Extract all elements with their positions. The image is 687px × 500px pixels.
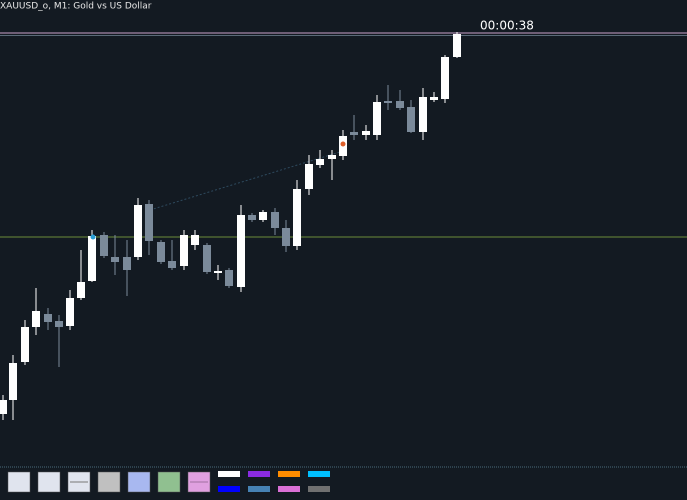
chart-title: XAUUSD_o, M1: Gold vs US Dollar: [0, 2, 152, 12]
color-swatch[interactable]: [7, 471, 31, 493]
line-color[interactable]: [308, 486, 330, 492]
candle-body: [237, 215, 245, 287]
line-color[interactable]: [278, 486, 300, 492]
candle-body: [225, 270, 233, 286]
candle-body: [32, 311, 40, 327]
candle-body: [430, 97, 438, 100]
color-swatch[interactable]: [37, 471, 61, 493]
candle-body: [77, 282, 85, 298]
candle-body: [373, 102, 381, 135]
candle-body: [305, 164, 313, 189]
trend-line: [149, 151, 341, 211]
candle-body: [21, 327, 29, 362]
color-toolbar: [7, 471, 330, 493]
candle-body: [407, 107, 415, 132]
candle-body: [271, 212, 279, 228]
candle-body: [259, 212, 267, 220]
candle-body: [350, 132, 358, 135]
candle-body: [293, 189, 301, 246]
candle-body: [453, 34, 461, 57]
candles: [0, 32, 461, 420]
candle-body: [441, 57, 449, 99]
candle-body: [66, 298, 74, 326]
candle-body: [157, 242, 165, 262]
candle-timer: 00:00:38: [480, 19, 534, 33]
candle-body: [203, 245, 211, 272]
trade-marker: [340, 141, 346, 147]
candle-body: [111, 257, 119, 262]
candle-body: [362, 131, 370, 135]
candle-body: [145, 204, 153, 241]
trade-marker: [90, 234, 96, 240]
candle-body: [384, 101, 392, 103]
candle-body: [123, 257, 131, 270]
candle-body: [88, 236, 96, 281]
candle-body: [44, 314, 52, 322]
candle-body: [248, 215, 256, 220]
candle-body: [134, 205, 142, 257]
candle-body: [55, 321, 63, 327]
candle-body: [191, 235, 199, 245]
candle-body: [9, 363, 17, 400]
candle-body: [214, 271, 222, 273]
candle-body: [168, 261, 176, 268]
line-color[interactable]: [278, 471, 300, 477]
candle-body: [0, 400, 7, 414]
line-color[interactable]: [218, 486, 240, 492]
candle-body: [396, 101, 404, 108]
candle-body: [328, 155, 336, 159]
line-color[interactable]: [248, 486, 270, 492]
line-color[interactable]: [308, 471, 330, 477]
color-swatch[interactable]: [127, 471, 151, 493]
candle-body: [316, 159, 324, 165]
candle-body: [100, 235, 108, 256]
line-color[interactable]: [248, 471, 270, 477]
color-swatch[interactable]: [97, 471, 121, 493]
candle-body: [282, 228, 290, 246]
candle-body: [419, 97, 427, 132]
candle-body: [180, 235, 188, 266]
line-color[interactable]: [218, 471, 240, 477]
color-swatch[interactable]: [157, 471, 181, 493]
